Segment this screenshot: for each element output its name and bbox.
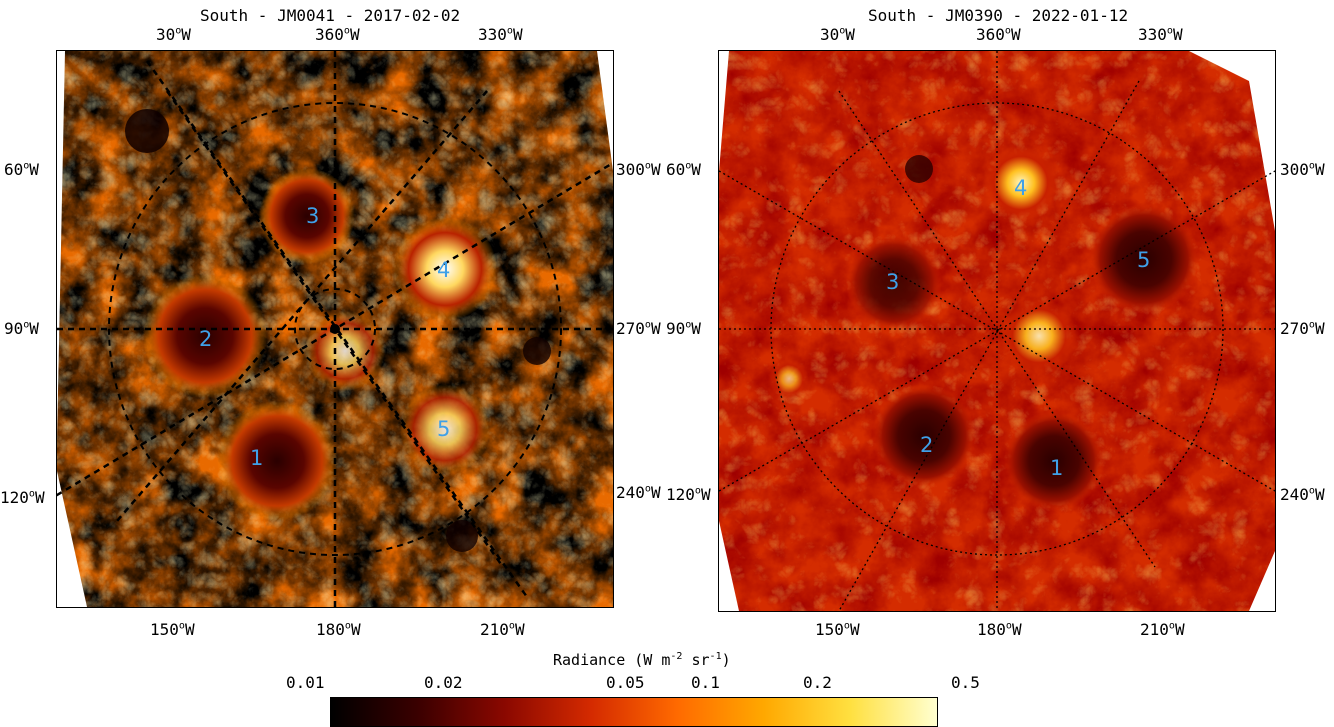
- lon-label-right: 300oW: [616, 160, 661, 179]
- radiance-image: [57, 51, 613, 607]
- vortex-label: 2: [920, 433, 934, 457]
- lon-label-left: 60oW: [4, 160, 39, 179]
- lon-label-top: 330oW: [1138, 25, 1183, 44]
- lon-label-top: 360oW: [976, 25, 1021, 44]
- colorbar: [330, 697, 938, 727]
- lon-label-right: 270oW: [616, 319, 661, 338]
- lon-label-right: 240oW: [1280, 485, 1325, 504]
- vortex-label: 4: [437, 258, 451, 282]
- colorbar-tick: 0.5: [951, 673, 980, 692]
- vortex-label: 3: [306, 204, 320, 228]
- lon-label-bottom: 210oW: [480, 620, 525, 639]
- colorbar-tick: 0.1: [691, 673, 720, 692]
- lon-label-left: 90oW: [666, 319, 701, 338]
- lon-label-right: 270oW: [1280, 319, 1325, 338]
- lon-label-right: 240oW: [616, 483, 661, 502]
- vortex-label: 5: [1137, 248, 1151, 272]
- lon-label-left: 120oW: [666, 485, 711, 504]
- lon-label-bottom: 180oW: [316, 620, 361, 639]
- panel-title: South - JM0041 - 2017-02-02: [200, 6, 461, 25]
- lon-label-top: 30oW: [156, 25, 191, 44]
- vortex-label: 3: [886, 270, 900, 294]
- lon-label-left: 60oW: [666, 160, 701, 179]
- lon-label-bottom: 210oW: [1140, 620, 1185, 639]
- lon-label-top: 330oW: [478, 25, 523, 44]
- polar-map-jm0390: [718, 50, 1276, 612]
- colorbar-tick: 0.05: [606, 673, 645, 692]
- colorbar-tick: 0.02: [424, 673, 463, 692]
- lon-label-left: 90oW: [4, 319, 39, 338]
- lon-label-bottom: 150oW: [150, 620, 195, 639]
- colorbar-tick: 0.01: [286, 673, 325, 692]
- lon-label-right: 300oW: [1280, 160, 1325, 179]
- radiance-image: [719, 51, 1275, 611]
- panel-title: South - JM0390 - 2022-01-12: [868, 6, 1129, 25]
- vortex-label: 1: [250, 446, 264, 470]
- vortex-label: 1: [1050, 456, 1064, 480]
- vortex-label: 2: [199, 327, 213, 351]
- lon-label-bottom: 180oW: [977, 620, 1022, 639]
- lon-label-top: 30oW: [820, 25, 855, 44]
- colorbar-title: Radiance (W m-2 sr-1): [553, 651, 731, 669]
- lon-label-top: 360oW: [315, 25, 360, 44]
- polar-map-jm0041: [56, 50, 614, 608]
- lon-label-bottom: 150oW: [815, 620, 860, 639]
- vortex-label: 4: [1014, 176, 1028, 200]
- colorbar-tick: 0.2: [803, 673, 832, 692]
- vortex-label: 5: [437, 417, 451, 441]
- lon-label-left: 120oW: [0, 488, 45, 507]
